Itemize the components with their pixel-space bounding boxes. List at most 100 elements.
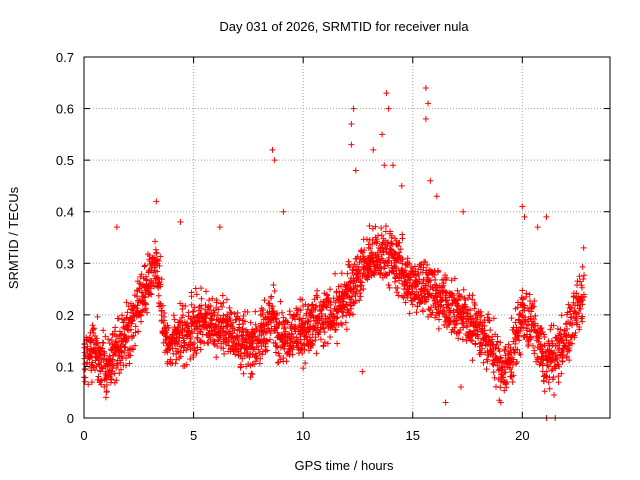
data-point [193,350,200,357]
data-point [248,341,255,348]
data-point [465,333,472,340]
data-point [346,279,353,286]
data-point [261,297,268,304]
data-point [194,344,201,351]
data-point [85,381,92,388]
data-point [133,305,140,312]
data-point [474,328,481,335]
data-point [510,356,517,363]
data-point [425,278,432,285]
data-point [99,339,106,346]
data-point [205,310,212,317]
data-point [170,312,177,319]
data-point [507,366,514,373]
data-point [277,298,284,305]
data-point [289,351,296,358]
data-point [464,310,471,317]
data-point [340,309,347,316]
data-point [267,294,274,301]
data-point [129,317,136,324]
data-point [580,244,587,251]
data-point [549,342,556,349]
data-point [321,298,328,305]
data-point [502,343,509,350]
data-point [406,310,413,317]
data-point [332,270,339,277]
data-point [153,198,160,205]
data-point [263,337,270,344]
data-point [409,288,416,295]
data-point [386,269,393,276]
data-point [192,285,199,292]
data-point [182,303,189,310]
data-point [569,340,576,347]
data-point [397,246,404,253]
data-point [441,307,448,314]
data-point [118,366,125,373]
data-point [349,267,356,274]
data-point [451,275,458,282]
data-point [161,317,168,324]
data-point [238,342,245,349]
data-point [521,302,528,309]
data-point [256,338,263,345]
data-point [519,203,526,210]
data-point [259,351,266,358]
data-point [312,334,319,341]
data-point [275,350,282,357]
data-point [347,299,354,306]
data-point [393,270,400,277]
data-point [221,350,228,357]
y-tick-label: 0.4 [56,205,74,220]
data-point [399,235,406,242]
data-point [126,360,133,367]
data-point [564,325,571,332]
data-point [497,339,504,346]
data-point [577,305,584,312]
data-point [165,324,172,331]
data-point [207,303,214,310]
data-point [92,366,99,373]
data-point [132,329,139,336]
data-point [492,383,499,390]
data-point [343,301,350,308]
data-point [509,361,516,368]
data-point [244,308,251,315]
data-point [348,121,355,128]
data-point [481,327,488,334]
data-point [465,295,472,302]
data-point [467,307,474,314]
data-point [171,316,178,323]
data-point [198,285,205,292]
data-point [345,258,352,265]
data-point [350,105,357,112]
data-point [205,340,212,347]
data-point [235,341,242,348]
data-point [339,321,346,328]
data-point [243,345,250,352]
data-point [407,277,414,284]
data-point [385,281,392,288]
data-point [99,345,106,352]
data-point [485,334,492,341]
data-point [443,274,450,281]
data-point [206,306,213,313]
x-axis-label: GPS time / hours [295,458,394,473]
data-point [259,310,266,317]
data-point [378,224,385,231]
data-point [411,263,418,270]
data-point [448,277,455,284]
data-point [573,317,580,324]
data-point [505,341,512,348]
data-point [348,296,355,303]
y-tick-label: 0 [67,411,74,426]
data-point [459,336,466,343]
data-point [486,342,493,349]
data-point [147,285,154,292]
data-point [219,292,226,299]
data-point [352,298,359,305]
data-point [386,284,393,291]
data-point [235,315,242,322]
data-point [563,353,570,360]
data-point [402,279,409,286]
